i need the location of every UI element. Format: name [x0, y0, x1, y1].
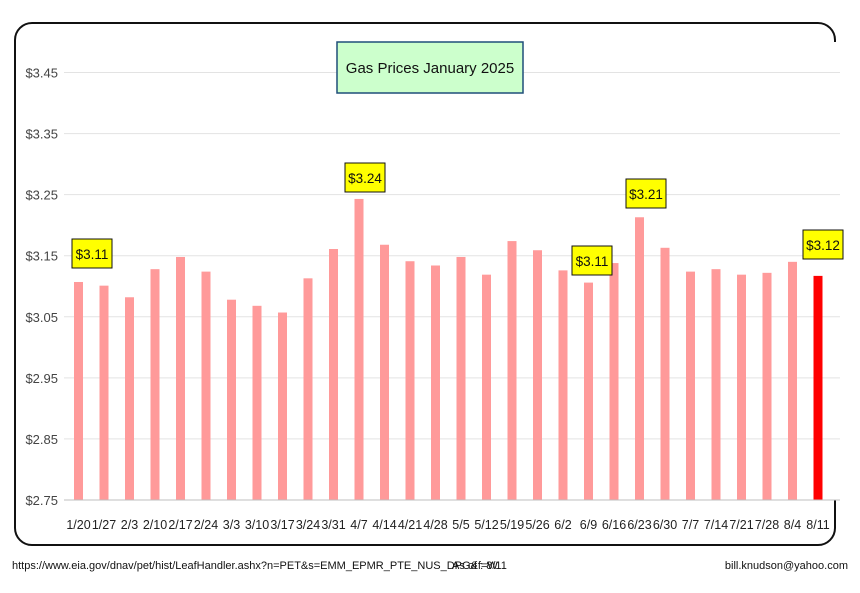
bar-3-3 — [227, 299, 236, 500]
x-tick-label: 2/24 — [194, 518, 218, 532]
price-callouts: $3.11 $3.24 $3.11 $3.21 $3.12 — [71, 162, 844, 276]
bar-5-12 — [482, 274, 491, 500]
bar-7-7 — [686, 271, 695, 500]
bar-8-4 — [788, 261, 797, 500]
x-tick-label: 3/3 — [223, 518, 240, 532]
callout-label: $3.21 — [629, 187, 663, 202]
plot-area — [64, 42, 840, 500]
callout-label: $3.12 — [806, 238, 840, 253]
callout-box — [625, 178, 667, 209]
bar-3-31 — [329, 249, 338, 500]
x-tick-label: 1/20 — [66, 518, 90, 532]
x-tick-label: 4/21 — [398, 518, 422, 532]
chart-title-box: Gas Prices January 2025 — [336, 41, 524, 94]
callout-box — [571, 245, 613, 276]
x-tick-label: 5/19 — [500, 518, 524, 532]
x-tick-label: 5/26 — [525, 518, 549, 532]
x-axis-ticks: 1/20 1/27 2/3 2/10 2/17 2/24 3/3 3/10 3/17 3/24 3/… — [66, 518, 829, 532]
bar-2-10 — [150, 269, 160, 500]
x-tick-label: 1/27 — [92, 518, 116, 532]
y-axis-ticks: $2.75 $2.85 $2.95 $3.05 $3.15 $3.25 $3.35 $3.45 — [25, 66, 58, 508]
y-tick-label: $3.25 — [25, 188, 58, 203]
x-tick-label: 3/24 — [296, 518, 320, 532]
bar-1-27 — [99, 285, 109, 500]
x-tick-label: 3/31 — [321, 518, 345, 532]
x-tick-label: 2/3 — [121, 518, 138, 532]
x-tick-label: 6/2 — [554, 518, 571, 532]
x-tick-label: 6/9 — [580, 518, 597, 532]
bar-8-11 — [813, 275, 823, 500]
bar-4-14 — [380, 244, 389, 500]
callout-label: $3.11 — [576, 254, 609, 269]
bar-1-20 — [74, 281, 83, 500]
x-tick-label: 7/28 — [755, 518, 779, 532]
x-tick-label: 6/16 — [602, 518, 626, 532]
bar-5-26 — [533, 250, 542, 500]
x-tick-label: 6/23 — [627, 518, 651, 532]
bar-4-7 — [354, 198, 364, 500]
y-tick-label: $3.15 — [25, 249, 58, 264]
callout-label: $3.24 — [348, 171, 382, 186]
x-tick-label: 4/7 — [350, 518, 367, 532]
bar-3-17 — [278, 312, 287, 500]
bar-5-19 — [507, 241, 517, 500]
bar-3-24 — [303, 278, 313, 500]
bar-6-9 — [584, 282, 593, 500]
x-tick-label: 5/5 — [452, 518, 469, 532]
source-url: https://www.eia.gov/dnav/pet/hist/LeafHa… — [12, 560, 498, 572]
bar-6-30 — [660, 247, 670, 500]
x-tick-label: 2/17 — [168, 518, 192, 532]
callout-box — [802, 229, 844, 260]
y-tick-label: $3.05 — [25, 310, 58, 325]
bar-3-10 — [252, 305, 262, 500]
as-of-date: As of : 8/11 — [452, 560, 507, 572]
x-tick-label: 8/4 — [784, 518, 801, 532]
bar-2-3 — [125, 297, 134, 500]
bars — [74, 198, 823, 500]
x-tick-label: 3/10 — [245, 518, 269, 532]
bar-4-21 — [405, 261, 415, 500]
x-tick-label: 4/28 — [423, 518, 447, 532]
y-tick-label: $2.95 — [25, 371, 58, 386]
bar-7-21 — [737, 274, 746, 500]
x-tick-label: 2/10 — [143, 518, 167, 532]
bar-4-28 — [431, 265, 440, 500]
bar-5-5 — [456, 256, 466, 500]
callout-box — [71, 238, 113, 269]
bar-2-17 — [176, 256, 185, 500]
bar-6-2 — [558, 270, 568, 500]
callout-label: $3.11 — [76, 247, 109, 262]
y-tick-label: $3.35 — [25, 127, 58, 142]
x-tick-label: 4/14 — [372, 518, 396, 532]
bar-7-14 — [711, 269, 721, 500]
y-tick-label: $2.85 — [25, 432, 58, 447]
bar-6-23 — [635, 217, 644, 500]
x-tick-label: 7/21 — [729, 518, 753, 532]
x-tick-label: 8/11 — [806, 518, 829, 532]
y-tick-label: $3.45 — [25, 66, 58, 81]
y-tick-label: $2.75 — [25, 493, 58, 508]
author-email: bill.knudson@yahoo.com — [724, 560, 848, 572]
x-tick-label: 3/17 — [270, 518, 294, 532]
bar-2-24 — [201, 271, 211, 500]
x-tick-label: 7/14 — [704, 518, 728, 532]
x-tick-label: 7/7 — [682, 518, 699, 532]
bar-7-28 — [762, 272, 772, 500]
x-tick-label: 6/30 — [653, 518, 677, 532]
chart-title: Gas Prices January 2025 — [346, 60, 514, 77]
bar-6-16 — [609, 263, 619, 500]
x-tick-label: 5/12 — [474, 518, 498, 532]
callout-box — [344, 162, 386, 193]
